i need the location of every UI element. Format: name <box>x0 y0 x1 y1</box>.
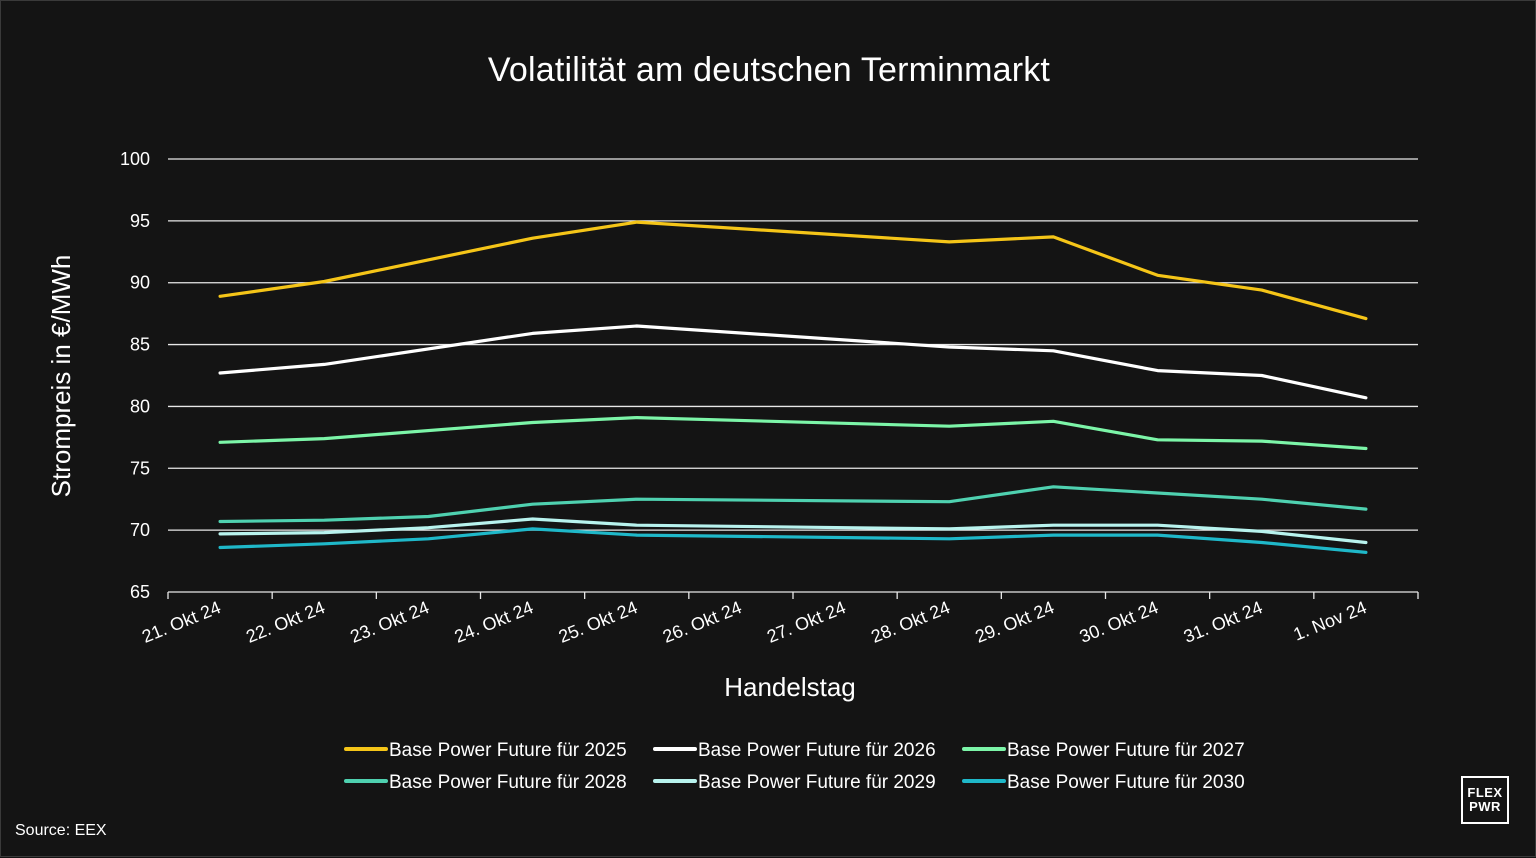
legend-label: Base Power Future für 2028 <box>389 772 627 793</box>
x-tick-label: 25. Okt 24 <box>556 597 641 647</box>
y-tick-label: 70 <box>130 520 150 540</box>
legend-label: Base Power Future für 2026 <box>698 740 936 761</box>
x-tick-label: 31. Okt 24 <box>1181 597 1266 647</box>
x-tick-label: 29. Okt 24 <box>972 597 1057 647</box>
chart-title: Volatilität am deutschen Terminmarkt <box>487 51 1051 89</box>
series-line <box>218 324 1368 400</box>
x-tick-label: 23. Okt 24 <box>347 597 432 647</box>
x-tick-label: 26. Okt 24 <box>660 597 745 647</box>
x-axis <box>167 591 1419 599</box>
x-axis-label: Handelstag <box>724 672 856 702</box>
x-tick-label: 1. Nov 24 <box>1290 597 1369 644</box>
legend-label: Base Power Future für 2029 <box>698 772 936 793</box>
y-axis-ticks: 65 70 75 80 85 90 95 100 <box>120 149 150 602</box>
source-note: Source: EEX <box>15 822 107 839</box>
flexpwr-logo: FLEX PWR <box>1461 776 1509 824</box>
logo-line-1: FLEX <box>1467 785 1503 800</box>
y-axis-label: Strompreis in €/MWh <box>46 255 76 498</box>
legend-label: Base Power Future für 2025 <box>389 740 627 761</box>
x-axis-ticks: 21. Okt 24 22. Okt 24 23. Okt 24 24. Okt 24… <box>139 597 1369 647</box>
y-tick-label: 85 <box>130 335 150 355</box>
x-tick-label: 22. Okt 24 <box>243 597 328 647</box>
x-tick-label: 30. Okt 24 <box>1077 597 1162 647</box>
x-tick-label: 27. Okt 24 <box>764 597 849 647</box>
x-tick-label: 24. Okt 24 <box>452 597 537 647</box>
legend-label: Base Power Future für 2027 <box>1007 740 1245 761</box>
series-line <box>218 527 1368 555</box>
gridlines <box>168 158 1418 531</box>
series-lines <box>218 220 1368 555</box>
y-tick-label: 90 <box>130 273 150 293</box>
logo-line-2: PWR <box>1469 799 1501 814</box>
series-line <box>218 220 1368 321</box>
series-line <box>218 416 1368 451</box>
y-tick-label: 65 <box>130 582 150 602</box>
x-tick-label: 28. Okt 24 <box>868 597 953 647</box>
y-tick-label: 100 <box>120 149 150 169</box>
legend-label: Base Power Future für 2030 <box>1007 772 1245 793</box>
y-tick-label: 75 <box>130 458 150 478</box>
legend: Base Power Future für 2025 Base Power Fut… <box>344 740 1245 793</box>
series-line <box>218 485 1368 524</box>
x-tick-label: 21. Okt 24 <box>139 597 224 647</box>
y-tick-label: 95 <box>130 211 150 231</box>
series-line <box>218 517 1368 545</box>
y-tick-label: 80 <box>130 396 150 416</box>
